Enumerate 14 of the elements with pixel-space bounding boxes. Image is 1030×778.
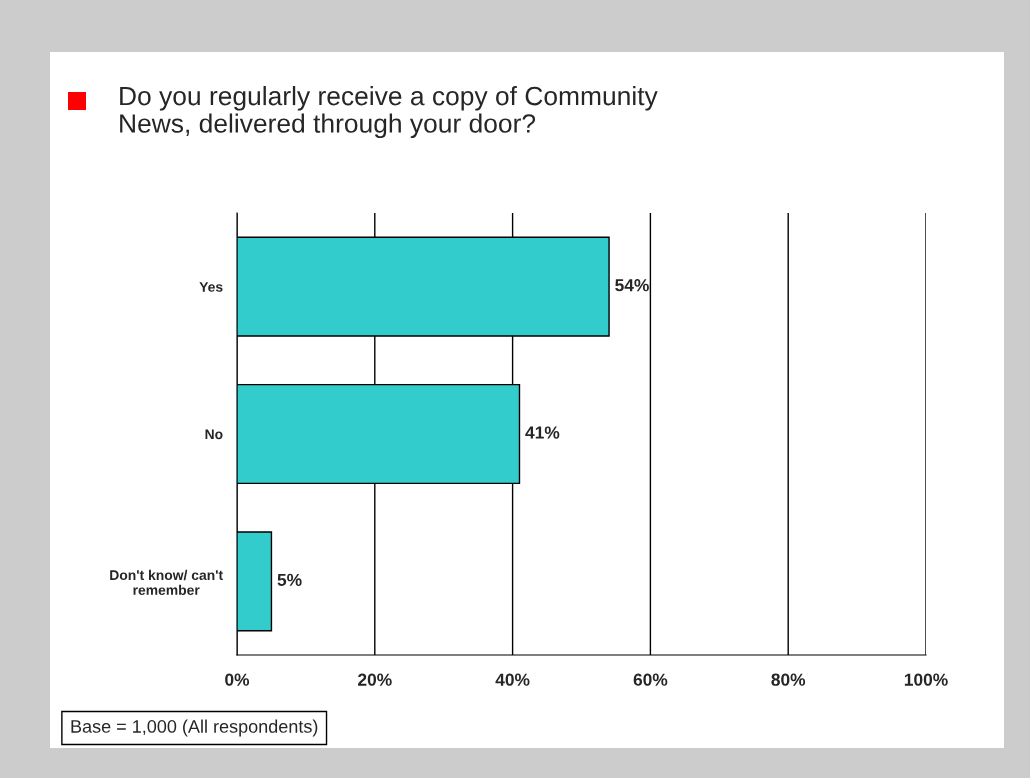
x-tick-label: 20%: [358, 673, 392, 686]
text: Base = 1,000 (All respondents): [71, 719, 318, 737]
x-tick-label: 80%: [771, 673, 806, 686]
chart-title: Do you regularly receive a copy of Community News, delivered through your door?: [120, 86, 658, 139]
x-tick-label: 60%: [633, 673, 668, 686]
x-tick-label: 40%: [495, 673, 530, 686]
data-label: 41%: [525, 426, 560, 439]
data-label: 5%: [277, 573, 302, 586]
x-tick-label: 0%: [225, 673, 250, 686]
y-tick-label: Yes: [199, 282, 223, 292]
data-label: 54%: [615, 279, 649, 292]
y-tick-label: No: [205, 429, 223, 440]
x-tick-label: 100%: [904, 673, 948, 686]
y-tick-label: Don't know/ can't remember: [110, 569, 223, 595]
